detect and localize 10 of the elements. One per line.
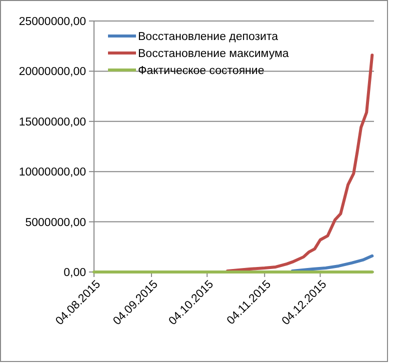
y-tick-label: 25000000,00: [18, 16, 86, 28]
y-tick-label: 0,00: [64, 267, 86, 280]
y-tick-label: 10000000,00: [18, 166, 86, 179]
legend-label: Восстановление депозита: [138, 31, 279, 44]
y-tick-label: 15000000,00: [18, 116, 86, 128]
legend-label: Фактическое состояние: [138, 65, 264, 78]
y-tick-label: 5000000,00: [25, 216, 86, 229]
line-series: [290, 254, 374, 272]
y-tick-label: 20000000,00: [18, 66, 86, 78]
legend-label: Восстановление максимума: [138, 48, 290, 60]
